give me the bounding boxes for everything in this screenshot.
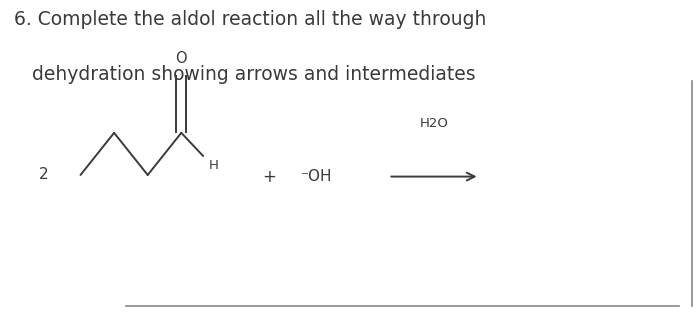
Text: O: O	[176, 52, 187, 66]
Text: H: H	[209, 159, 218, 172]
Text: 6. Complete the aldol reaction all the way through: 6. Complete the aldol reaction all the w…	[14, 10, 486, 29]
Text: H2O: H2O	[419, 117, 449, 130]
Text: +: +	[262, 168, 276, 186]
Text: dehydration showing arrows and intermediates: dehydration showing arrows and intermedi…	[14, 65, 475, 84]
Text: 2: 2	[38, 168, 48, 182]
Text: ⁻OH: ⁻OH	[301, 169, 332, 184]
